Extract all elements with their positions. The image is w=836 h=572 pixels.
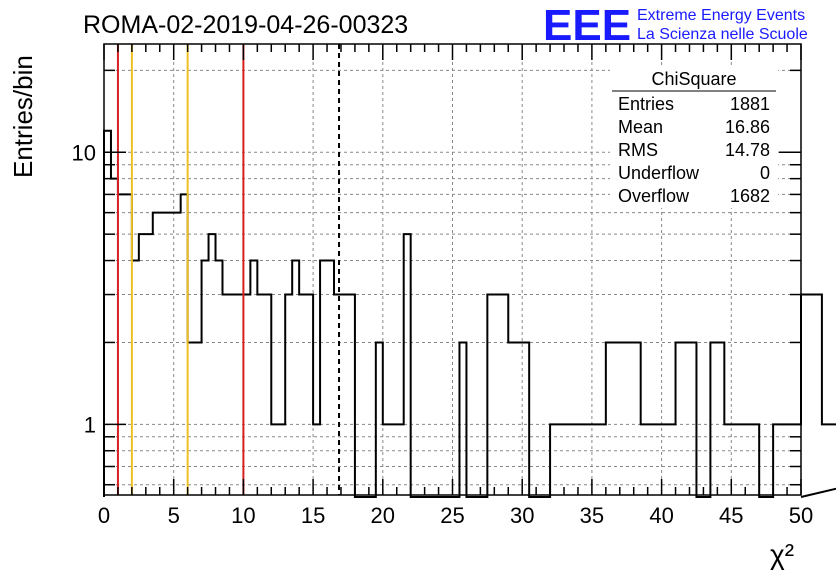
stats-value-rms: 14.78 xyxy=(725,140,770,160)
eee-logo: EEE xyxy=(543,1,631,50)
stats-label-underflow: Underflow xyxy=(618,163,700,183)
reference-lines xyxy=(116,44,341,495)
histogram-outline xyxy=(103,129,836,498)
y-tick-label: 1 xyxy=(84,412,96,437)
x-tick-label: 15 xyxy=(301,503,325,528)
histogram-bins xyxy=(103,129,836,498)
grid xyxy=(104,44,801,495)
x-tick-label: 20 xyxy=(371,503,395,528)
stats-value-entries: 1881 xyxy=(730,94,770,114)
x-tick-label: 5 xyxy=(168,503,180,528)
plot-frame xyxy=(103,43,802,496)
x-tick-label: 45 xyxy=(719,503,743,528)
stats-title: ChiSquare xyxy=(651,69,736,89)
x-tick-label: 30 xyxy=(510,503,534,528)
stats-label-rms: RMS xyxy=(618,140,658,160)
x-tick-label: 0 xyxy=(98,503,110,528)
stats-label-mean: Mean xyxy=(618,117,663,137)
logo-line-1: Extreme Energy Events xyxy=(637,7,805,24)
stats-value-underflow: 0 xyxy=(760,163,770,183)
x-tick-label: 10 xyxy=(231,503,255,528)
stats-box: ChiSquare Entries 1881 Mean 16.86 RMS 14… xyxy=(610,66,778,208)
stats-box-background xyxy=(610,66,778,208)
x-axis-label: χ² xyxy=(770,539,794,570)
x-tick-label: 35 xyxy=(580,503,604,528)
stats-label-entries: Entries xyxy=(618,94,674,114)
stats-value-overflow: 1682 xyxy=(730,186,770,206)
logo-line-2: La Scienza nelle Scuole xyxy=(637,26,808,43)
stats-value-mean: 16.86 xyxy=(725,117,770,137)
run-title: ROMA-02-2019-04-26-00323 xyxy=(83,11,408,39)
y-axis-label: Entries/bin xyxy=(8,55,38,178)
x-tick-label: 50 xyxy=(789,503,813,528)
stats-label-overflow: Overflow xyxy=(618,186,690,206)
axes: 0 5 10 15 20 25 30 35 40 45 50 1 10 xyxy=(72,44,813,528)
x-tick-label: 25 xyxy=(440,503,464,528)
x-tick-label: 40 xyxy=(649,503,673,528)
y-tick-label: 10 xyxy=(72,140,96,165)
